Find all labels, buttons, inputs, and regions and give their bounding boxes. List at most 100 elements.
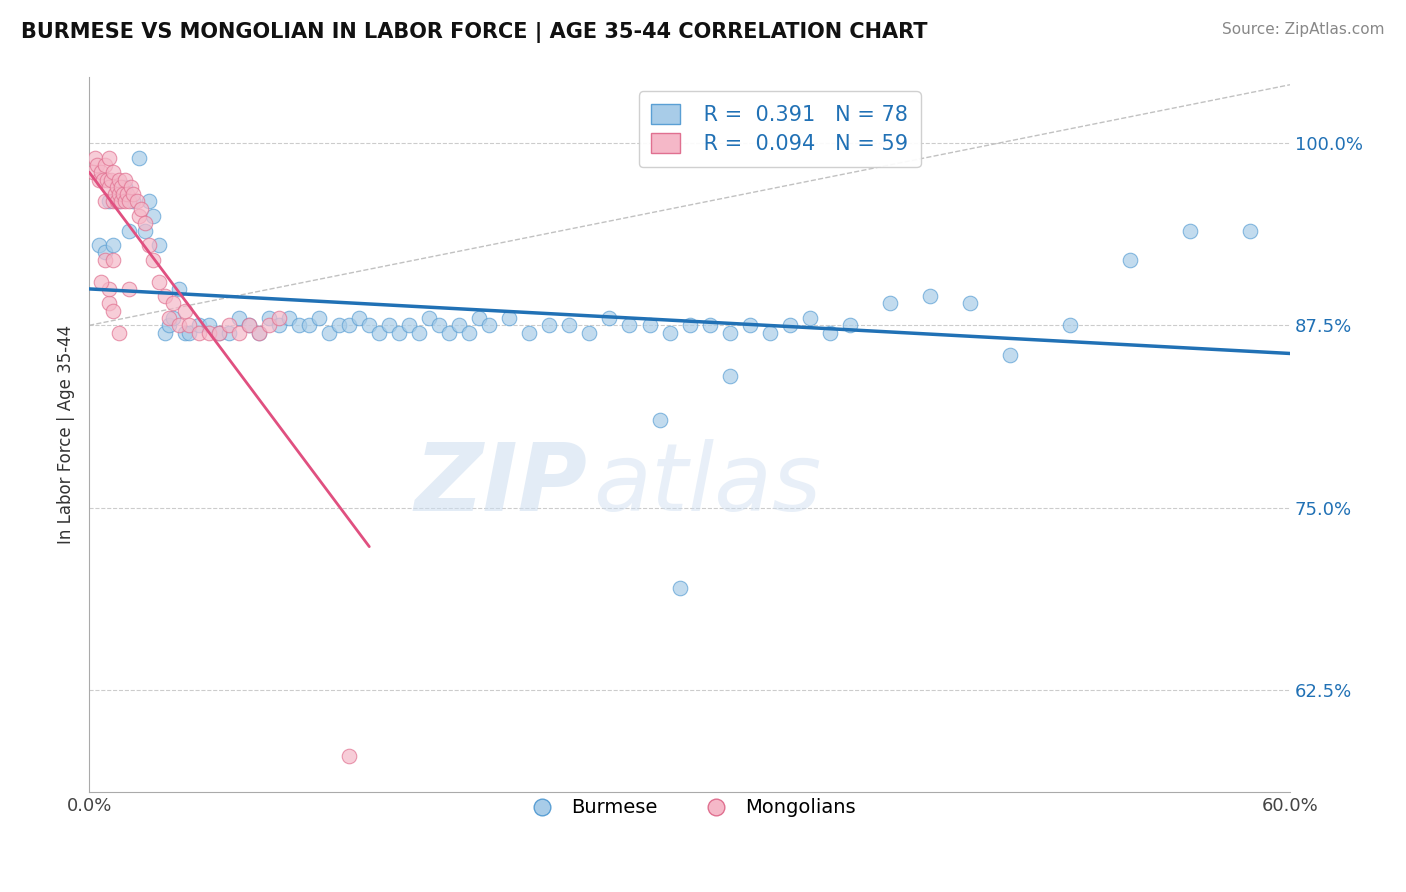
Point bbox=[94, 158, 117, 172]
Point bbox=[308, 311, 330, 326]
Point bbox=[838, 318, 860, 333]
Point bbox=[278, 311, 301, 326]
Point bbox=[118, 282, 141, 296]
Point bbox=[115, 187, 138, 202]
Point bbox=[257, 318, 280, 333]
Point bbox=[359, 318, 381, 333]
Point bbox=[738, 318, 761, 333]
Point bbox=[269, 311, 291, 326]
Point bbox=[105, 179, 128, 194]
Point bbox=[538, 318, 561, 333]
Point bbox=[439, 326, 461, 340]
Point bbox=[378, 318, 401, 333]
Point bbox=[198, 318, 221, 333]
Point bbox=[134, 223, 156, 237]
Point bbox=[104, 187, 127, 202]
Point bbox=[298, 318, 321, 333]
Point bbox=[167, 318, 190, 333]
Point bbox=[779, 318, 801, 333]
Point bbox=[118, 223, 141, 237]
Legend: Burmese, Mongolians: Burmese, Mongolians bbox=[515, 790, 863, 825]
Point bbox=[87, 238, 110, 252]
Point bbox=[398, 318, 420, 333]
Point bbox=[818, 326, 841, 340]
Point bbox=[90, 165, 112, 179]
Point bbox=[418, 311, 440, 326]
Point bbox=[101, 194, 124, 209]
Point bbox=[98, 151, 121, 165]
Point bbox=[84, 151, 107, 165]
Point bbox=[758, 326, 780, 340]
Point bbox=[218, 318, 240, 333]
Point bbox=[408, 326, 430, 340]
Text: atlas: atlas bbox=[593, 439, 821, 530]
Point bbox=[337, 748, 360, 763]
Point bbox=[558, 318, 581, 333]
Point bbox=[98, 179, 121, 194]
Point bbox=[718, 369, 741, 384]
Point bbox=[1059, 318, 1081, 333]
Point bbox=[318, 326, 340, 340]
Point bbox=[101, 238, 124, 252]
Point bbox=[162, 296, 184, 310]
Point bbox=[238, 318, 260, 333]
Point bbox=[162, 311, 184, 326]
Point bbox=[174, 303, 197, 318]
Point bbox=[112, 187, 135, 202]
Point bbox=[1178, 223, 1201, 237]
Point bbox=[98, 296, 121, 310]
Point bbox=[1239, 223, 1261, 237]
Point bbox=[128, 209, 150, 223]
Point bbox=[288, 318, 311, 333]
Point bbox=[668, 581, 690, 595]
Point bbox=[94, 252, 117, 267]
Point bbox=[142, 252, 165, 267]
Point bbox=[110, 179, 132, 194]
Point bbox=[879, 296, 901, 310]
Point bbox=[998, 347, 1021, 361]
Point bbox=[122, 187, 145, 202]
Point bbox=[247, 326, 270, 340]
Point bbox=[87, 172, 110, 186]
Point bbox=[498, 311, 520, 326]
Point bbox=[174, 326, 197, 340]
Point bbox=[94, 194, 117, 209]
Point bbox=[157, 311, 180, 326]
Point bbox=[91, 172, 114, 186]
Point bbox=[598, 311, 620, 326]
Point bbox=[86, 158, 108, 172]
Point bbox=[337, 318, 360, 333]
Point bbox=[94, 245, 117, 260]
Point bbox=[82, 165, 104, 179]
Point bbox=[142, 209, 165, 223]
Point bbox=[101, 303, 124, 318]
Point bbox=[105, 194, 128, 209]
Point bbox=[228, 326, 250, 340]
Point bbox=[90, 275, 112, 289]
Point bbox=[368, 326, 391, 340]
Point bbox=[648, 413, 671, 427]
Point bbox=[148, 238, 170, 252]
Point bbox=[108, 194, 131, 209]
Point bbox=[959, 296, 981, 310]
Point bbox=[114, 179, 136, 194]
Point bbox=[114, 194, 136, 209]
Point bbox=[257, 311, 280, 326]
Point bbox=[118, 194, 141, 209]
Text: ZIP: ZIP bbox=[415, 439, 588, 531]
Point bbox=[519, 326, 541, 340]
Point bbox=[1119, 252, 1142, 267]
Point bbox=[799, 311, 821, 326]
Point bbox=[108, 172, 131, 186]
Point bbox=[218, 326, 240, 340]
Point bbox=[127, 194, 149, 209]
Point bbox=[122, 194, 145, 209]
Point bbox=[658, 326, 681, 340]
Point bbox=[129, 202, 152, 216]
Point bbox=[198, 326, 221, 340]
Point bbox=[188, 326, 211, 340]
Point bbox=[478, 318, 501, 333]
Point bbox=[208, 326, 231, 340]
Point bbox=[238, 318, 260, 333]
Point bbox=[128, 151, 150, 165]
